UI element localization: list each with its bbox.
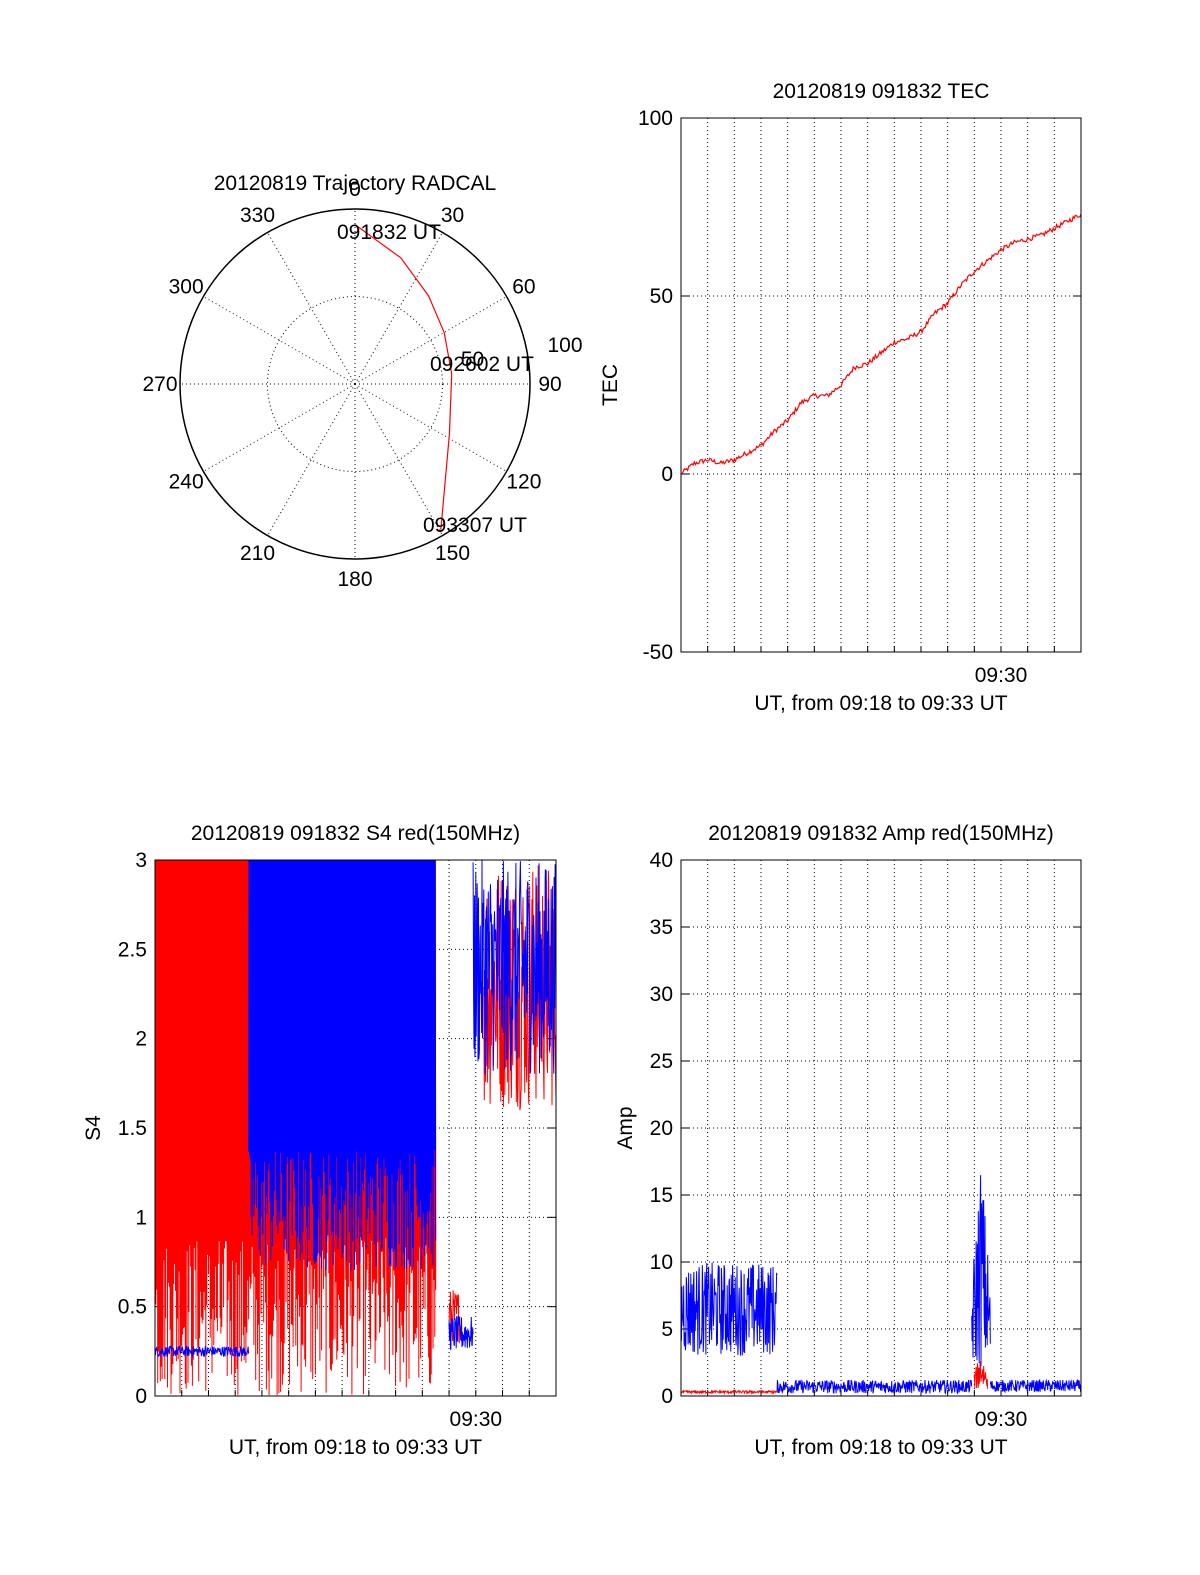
- amp-frame: [680, 859, 1082, 1397]
- trajectory-time-end: 093307 UT: [423, 514, 527, 537]
- trajectory-track-line: [354, 224, 453, 533]
- trajectory-azimuth-label: 330: [240, 204, 275, 227]
- s4-series-blue-segment: [154, 1345, 250, 1359]
- tec-series-red-line: [680, 213, 1082, 476]
- trajectory-grid-spoke: [354, 383, 507, 472]
- amp-ytick-label: 5: [661, 1318, 673, 1341]
- trajectory-radial-label: 100: [547, 334, 582, 357]
- s4-series-blue-segment: [248, 859, 437, 1271]
- s4-frame: [154, 859, 557, 1397]
- s4-series-blue-segment: [472, 860, 557, 1075]
- s4-ytick-label: 1: [135, 1206, 147, 1229]
- amp-ytick-label: 15: [650, 1184, 673, 1207]
- trajectory-azimuth-label: 120: [506, 471, 541, 494]
- amp-panel: [680, 859, 1082, 1397]
- trajectory-time-mid: 092602 UT: [430, 353, 534, 376]
- trajectory-grid-spoke: [267, 232, 356, 385]
- amp-ytick-label: 10: [650, 1251, 673, 1274]
- s4-panel: [154, 859, 557, 1397]
- amp-series-blue-segment: [971, 1175, 991, 1367]
- trajectory-azimuth-label: 90: [538, 373, 561, 396]
- s4-ytick-label: 0.5: [118, 1296, 147, 1319]
- tec-ytick-label: 0: [661, 463, 673, 486]
- trajectory-time-start: 091832 UT: [337, 221, 441, 244]
- s4-series-red-segment: [483, 865, 557, 1111]
- trajectory-azimuth-label: 150: [435, 542, 470, 565]
- s4-ytick-label: 2: [135, 1028, 147, 1051]
- s4-ytick-label: 0: [135, 1385, 147, 1408]
- amp-ytick-label: 20: [650, 1117, 673, 1140]
- amp-series-blue-segment: [680, 1262, 778, 1356]
- amp-series-red-segment: [681, 1388, 778, 1396]
- s4-xtick-label: 09:30: [450, 1408, 503, 1431]
- amp-title: 20120819 091832 Amp red(150MHz): [708, 822, 1054, 845]
- tec-panel: [680, 117, 1082, 653]
- trajectory-azimuth-label: 30: [441, 204, 464, 227]
- trajectory-azimuth-label: 180: [337, 568, 372, 591]
- s4-ytick-label: 1.5: [118, 1117, 147, 1140]
- trajectory-azimuth-label: 240: [169, 471, 204, 494]
- s4-ytick-label: 3: [135, 849, 147, 872]
- trajectory-azimuth-label: 60: [512, 276, 535, 299]
- tec-ytick-label: -50: [643, 641, 673, 664]
- trajectory-panel: [179, 208, 531, 560]
- trajectory-grid-circle: [267, 296, 443, 472]
- s4-ylabel: S4: [82, 1115, 105, 1141]
- trajectory-grid-spoke: [354, 383, 443, 536]
- tec-title: 20120819 091832 TEC: [773, 80, 990, 103]
- amp-series-blue-segment: [776, 1379, 973, 1395]
- s4-series-red-segment: [280, 859, 437, 1395]
- trajectory-grid-spoke: [267, 383, 356, 536]
- amp-series-red-segment: [973, 1361, 989, 1389]
- trajectory-radial-label: 50: [461, 348, 484, 371]
- amp-xlabel: UT, from 09:18 to 09:33 UT: [754, 1436, 1007, 1459]
- tec-frame: [680, 117, 1082, 653]
- s4-title: 20120819 091832 S4 red(150MHz): [191, 822, 520, 845]
- trajectory-outer-circle: [179, 208, 531, 560]
- s4-series-blue-segment: [448, 1315, 474, 1351]
- amp-ytick-label: 40: [650, 849, 673, 872]
- amp-ytick-label: 35: [650, 916, 673, 939]
- tec-xtick-label: 09:30: [975, 664, 1028, 687]
- trajectory-azimuth-label: 210: [240, 542, 275, 565]
- tec-ylabel: TEC: [599, 364, 622, 406]
- trajectory-azimuth-label: 270: [142, 373, 177, 396]
- amp-ytick-label: 0: [661, 1385, 673, 1408]
- amp-series-blue-segment: [989, 1378, 1082, 1394]
- amp-xtick-label: 09:30: [975, 1408, 1028, 1431]
- amp-ytick-label: 30: [650, 983, 673, 1006]
- amp-ylabel: Amp: [614, 1106, 637, 1149]
- trajectory-azimuth-label: 300: [169, 276, 204, 299]
- tec-ytick-label: 50: [650, 285, 673, 308]
- s4-ytick-label: 2.5: [118, 938, 147, 961]
- s4-xlabel: UT, from 09:18 to 09:33 UT: [229, 1436, 482, 1459]
- tec-xlabel: UT, from 09:18 to 09:33 UT: [754, 692, 1007, 715]
- trajectory-azimuth-label: 0: [349, 178, 361, 201]
- tec-ytick-label: 100: [638, 107, 673, 130]
- trajectory-title: 20120819 Trajectory RADCAL: [214, 172, 497, 195]
- amp-ytick-label: 25: [650, 1050, 673, 1073]
